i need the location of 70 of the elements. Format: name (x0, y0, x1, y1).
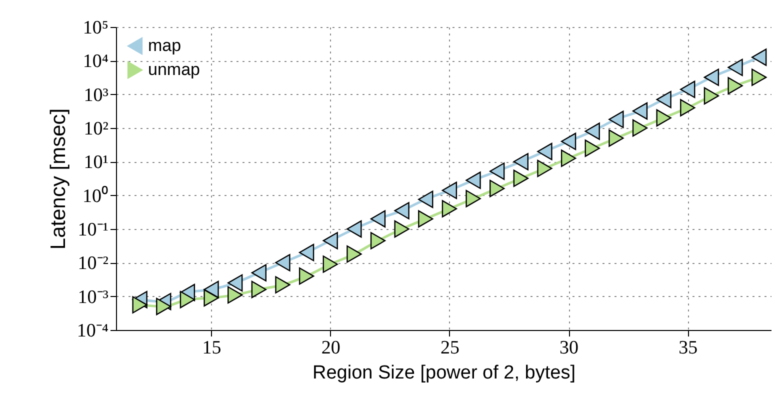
point (394, 202, 410, 220)
point (680, 80, 696, 98)
point (752, 48, 767, 66)
y-tick-label: 10⁻⁴ (76, 320, 109, 342)
y-tick-label: 10² (84, 118, 109, 140)
point (466, 172, 481, 189)
point (490, 180, 505, 198)
point (442, 182, 458, 200)
x-tick-label: 25 (440, 338, 460, 358)
point (298, 267, 314, 285)
point (608, 110, 624, 128)
point (180, 290, 196, 308)
point (560, 132, 576, 150)
point (322, 232, 338, 250)
point (656, 109, 672, 127)
point (442, 200, 458, 218)
point (275, 254, 290, 272)
point (704, 87, 720, 105)
point (346, 220, 362, 238)
point (132, 296, 148, 314)
point (394, 220, 410, 238)
point (728, 77, 743, 94)
point (251, 264, 266, 282)
point (560, 150, 576, 167)
y-axis-title: Latency [msec] (46, 108, 70, 250)
point (490, 162, 505, 180)
x-tick-label: 20 (321, 338, 340, 358)
point (204, 289, 219, 307)
y-tick-label: 10⁰ (82, 184, 108, 207)
point (584, 140, 600, 157)
point (204, 280, 219, 298)
point (370, 210, 386, 228)
point (608, 129, 624, 147)
point (228, 286, 243, 304)
point (370, 232, 386, 250)
point (228, 274, 243, 292)
point (346, 245, 362, 263)
y-tick-label: 10⁻² (78, 253, 109, 274)
point (752, 68, 767, 86)
legend-label: unmap (148, 60, 200, 79)
point (251, 280, 266, 298)
point (418, 210, 434, 228)
point (584, 122, 600, 140)
point (537, 160, 552, 178)
point (656, 90, 672, 108)
point (513, 170, 528, 187)
y-tick-label: 10⁻³ (78, 286, 109, 308)
point (513, 153, 528, 170)
point (275, 276, 290, 294)
legend-label: map (148, 36, 182, 55)
x-tick-label: 15 (202, 338, 222, 358)
point (680, 99, 696, 116)
y-tick-label: 10⁻¹ (78, 220, 109, 240)
point (704, 68, 720, 86)
point (728, 58, 743, 76)
point (466, 190, 481, 208)
point (322, 256, 338, 273)
x-tick-label: 30 (560, 338, 579, 358)
y-tick-label: 10⁵ (82, 18, 108, 38)
point (537, 142, 552, 160)
point (632, 102, 648, 120)
x-axis-title: Region Size [power of 2, bytes] (312, 362, 576, 384)
x-tick-label: 35 (678, 338, 698, 358)
y-tick-label: 10³ (84, 84, 109, 106)
y-tick-label: 10¹ (84, 152, 109, 174)
point (632, 119, 648, 137)
point (418, 190, 434, 208)
point (298, 244, 314, 262)
point (156, 298, 172, 316)
y-tick-label: 10⁴ (82, 51, 109, 72)
